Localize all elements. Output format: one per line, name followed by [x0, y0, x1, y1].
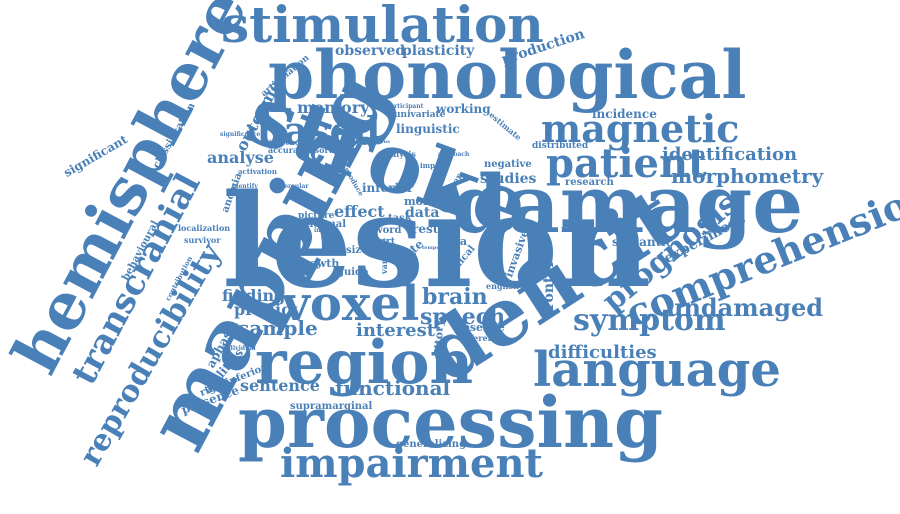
- cloud-word: based: [257, 108, 381, 153]
- cloud-word: sample: [238, 316, 318, 340]
- cloud-word: picture: [298, 211, 335, 221]
- cloud-word: disorder: [306, 145, 344, 155]
- cloud-word: region: [255, 328, 474, 398]
- cloud-word: patient: [546, 140, 707, 187]
- cloud-word: temporal: [422, 245, 448, 251]
- cloud-word: word: [374, 225, 402, 236]
- cloud-word: more: [404, 195, 436, 208]
- cloud-word: predict: [234, 300, 299, 319]
- cloud-word: supramarginal: [290, 401, 373, 412]
- cloud-word: magnetic: [541, 106, 740, 151]
- cloud-word: guide: [337, 267, 369, 278]
- cloud-word: univariate: [394, 110, 446, 120]
- cloud-word: morphometry: [671, 164, 824, 188]
- cloud-word: sentence: [240, 376, 320, 395]
- cloud-word: frontal: [540, 262, 557, 316]
- cloud-word: semantic: [612, 235, 673, 249]
- cloud-word: plasticity: [402, 43, 475, 59]
- cloud-word: previous: [366, 139, 390, 145]
- cloud-word: effect: [334, 202, 385, 221]
- cloud-word: damage: [452, 157, 804, 251]
- cloud-word: variable: [379, 238, 389, 274]
- cloud-word: part: [374, 237, 396, 247]
- cloud-word: growth: [296, 257, 340, 270]
- cloud-word: observed: [335, 43, 406, 59]
- cloud-word: impairment: [280, 440, 544, 487]
- cloud-word: symptom: [573, 303, 726, 338]
- cloud-word: generalizing: [396, 439, 467, 450]
- cloud-word: memory: [297, 98, 370, 117]
- cloud-word: identification: [662, 144, 798, 165]
- cloud-word: incidence: [592, 107, 657, 121]
- cloud-word: area: [440, 235, 468, 248]
- cloud-word: normal: [306, 219, 347, 230]
- cloud-word: working: [436, 102, 491, 116]
- cloud-word: negative: [484, 159, 532, 170]
- cloud-word: illustrate: [294, 265, 320, 271]
- cloud-word: size: [346, 245, 368, 256]
- cloud-word: impair: [420, 161, 446, 170]
- cloud-word: interest: [356, 320, 436, 341]
- cloud-word: inferior: [362, 181, 414, 195]
- cloud-word: individual: [222, 345, 256, 352]
- cloud-word: activation: [238, 167, 277, 176]
- cloud-word: participant: [386, 103, 424, 110]
- cloud-word: language: [533, 342, 781, 398]
- cloud-word: finding: [222, 286, 286, 305]
- cloud-word: opercular: [276, 183, 309, 190]
- cloud-word: absence: [455, 321, 505, 334]
- cloud-word: english: [486, 281, 519, 291]
- cloud-word: speech: [420, 304, 506, 330]
- cloud-word: focal: [400, 253, 417, 260]
- cloud-word: voxel: [282, 276, 420, 332]
- cloud-word: auditory: [432, 319, 446, 372]
- cloud-word: task: [388, 213, 412, 224]
- cloud-word: research: [565, 177, 614, 188]
- cloud-word: linguistic: [396, 122, 460, 136]
- cloud-word: resonance: [561, 225, 613, 235]
- cloud-word: result: [412, 222, 452, 236]
- cloud-word: identify: [232, 183, 258, 190]
- cloud-word: data: [405, 205, 440, 221]
- cloud-word: impact: [314, 227, 338, 234]
- cloud-word: difficulties: [548, 342, 657, 363]
- cloud-word: accuracy: [268, 145, 308, 155]
- cloud-word: different: [458, 333, 498, 343]
- cloud-word: analyse: [207, 148, 274, 167]
- cloud-word: processing: [238, 381, 663, 464]
- cloud-word: persistent: [483, 227, 494, 273]
- cloud-word: functional: [335, 376, 451, 400]
- cloud-word: undamaged: [666, 293, 824, 322]
- cloud-word: brain: [422, 284, 488, 310]
- cloud-word: localization: [178, 223, 231, 233]
- cloud-word: studies: [480, 171, 537, 187]
- cloud-word: approach: [438, 151, 470, 158]
- cloud-word: stimulation: [221, 0, 544, 54]
- cloud-word: analysis: [380, 149, 416, 159]
- cloud-word: healthy: [430, 189, 451, 195]
- cloud-word: distributed: [532, 141, 589, 151]
- cloud-word: phonological: [268, 36, 747, 114]
- cloud-word: lesion: [222, 167, 652, 317]
- cloud-word: estimate: [487, 109, 524, 143]
- cloud-word: difference: [264, 138, 304, 147]
- cloud-word: survivor: [184, 235, 221, 245]
- cloud-word: significance: [220, 131, 261, 138]
